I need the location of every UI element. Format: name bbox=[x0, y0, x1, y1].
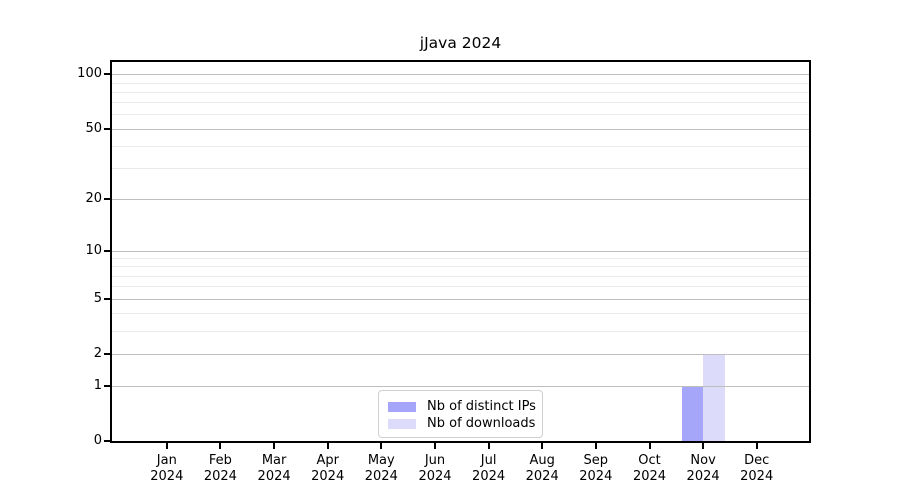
legend-item-distinct-ips: Nb of distinct IPs bbox=[388, 398, 536, 415]
x-axis-tick-jun-2024 bbox=[434, 443, 436, 449]
legend-swatch-downloads bbox=[388, 418, 416, 429]
y-axis-tick-20 bbox=[104, 198, 110, 201]
x-axis-tick-jul-2024 bbox=[487, 443, 490, 449]
gridline-minor-90 bbox=[112, 82, 809, 84]
x-axis-tick-nov-2024 bbox=[702, 443, 705, 449]
gridline-major-1 bbox=[112, 385, 809, 387]
x-axis-tick-oct-2024 bbox=[648, 443, 651, 449]
gridline-minor-8 bbox=[112, 266, 809, 268]
y-axis-label-2: 2 bbox=[93, 345, 102, 361]
gridline-major-5 bbox=[112, 298, 809, 300]
plot-area: 0 1 2 5 10 20 50 100 Jan 2024 Feb 2024 Mar 2024 Apr 202… bbox=[77, 60, 811, 484]
x-axis-label-sep-2024: Sep 2024 bbox=[579, 453, 613, 484]
gridline-minor-80 bbox=[112, 91, 809, 93]
x-axis-label-apr-2024: Apr 2024 bbox=[311, 453, 345, 484]
chart-title: jJava 2024 bbox=[419, 34, 502, 52]
gridline-major-2 bbox=[112, 353, 809, 355]
x-axis-tick-sep-2024 bbox=[594, 443, 597, 449]
y-axis-tick-0 bbox=[104, 440, 110, 442]
x-axis-label-jul-2024: Jul 2024 bbox=[472, 453, 506, 484]
bar-nb-of-distinct-ips-nov-2024 bbox=[681, 385, 704, 441]
x-axis-tick-dec-2024 bbox=[755, 443, 758, 449]
y-axis-tick-5 bbox=[104, 297, 110, 300]
y-axis-label-1: 1 bbox=[93, 377, 102, 393]
legend-item-downloads: Nb of downloads bbox=[388, 415, 536, 432]
gridline-major-10 bbox=[112, 250, 809, 252]
y-axis-label-20: 20 bbox=[85, 191, 102, 207]
gridline-major-100 bbox=[112, 74, 809, 76]
gridline-minor-7 bbox=[112, 275, 809, 277]
bar-nb-of-downloads-nov-2024 bbox=[703, 353, 725, 441]
x-axis-label-jan-2024: Jan 2024 bbox=[150, 453, 184, 484]
x-axis-tick-aug-2024 bbox=[541, 443, 544, 449]
legend-swatch-distinct-ips bbox=[388, 401, 416, 412]
y-axis-tick-2 bbox=[104, 352, 110, 355]
x-axis-label-mar-2024: Mar 2024 bbox=[257, 453, 291, 484]
y-axis-tick-100 bbox=[104, 73, 110, 76]
y-axis-label-10: 10 bbox=[85, 242, 102, 258]
legend-label-downloads: Nb of downloads bbox=[427, 416, 536, 431]
y-axis-tick-1 bbox=[104, 384, 110, 387]
gridline-major-50 bbox=[112, 128, 809, 130]
gridline-minor-4 bbox=[112, 313, 809, 315]
gridline-minor-40 bbox=[112, 146, 809, 147]
x-axis-label-nov-2024: Nov 2024 bbox=[686, 453, 720, 484]
legend-label-distinct-ips: Nb of distinct IPs bbox=[427, 399, 536, 414]
x-axis-tick-feb-2024 bbox=[219, 443, 222, 449]
x-axis-label-may-2024: May 2024 bbox=[364, 453, 398, 484]
x-axis-tick-jan-2024 bbox=[165, 443, 168, 449]
x-axis-label-aug-2024: Aug 2024 bbox=[525, 453, 559, 484]
gridline-major-20 bbox=[112, 199, 809, 201]
y-axis-label-5: 5 bbox=[93, 290, 102, 306]
gridline-minor-30 bbox=[112, 168, 809, 170]
x-axis-label-dec-2024: Dec 2024 bbox=[740, 453, 774, 484]
y-axis-label-100: 100 bbox=[77, 66, 102, 82]
gridline-minor-6 bbox=[112, 286, 809, 288]
x-axis-label-oct-2024: Oct 2024 bbox=[632, 453, 667, 484]
gridline-minor-3 bbox=[112, 330, 809, 332]
gridline-minor-70 bbox=[112, 102, 809, 104]
x-axis-tick-mar-2024 bbox=[273, 443, 276, 449]
y-axis-tick-50 bbox=[104, 127, 110, 130]
y-axis-label-0: 0 bbox=[93, 433, 102, 448]
gridline-minor-60 bbox=[112, 114, 809, 116]
x-axis-tick-apr-2024 bbox=[326, 443, 329, 449]
y-axis-label-50: 50 bbox=[85, 120, 102, 136]
legend: Nb of distinct IPs Nb of downloads bbox=[378, 390, 543, 438]
plot-inner: 0 1 2 5 10 20 50 100 Jan 2024 Feb 2024 Mar 2024 Apr 202… bbox=[77, 62, 809, 484]
x-axis-label-feb-2024: Feb 2024 bbox=[203, 453, 237, 484]
gridline-minor-9 bbox=[112, 258, 809, 260]
x-axis-tick-may-2024 bbox=[380, 443, 383, 449]
x-axis-label-jun-2024: Jun 2024 bbox=[418, 453, 452, 484]
y-axis-tick-10 bbox=[104, 249, 110, 252]
